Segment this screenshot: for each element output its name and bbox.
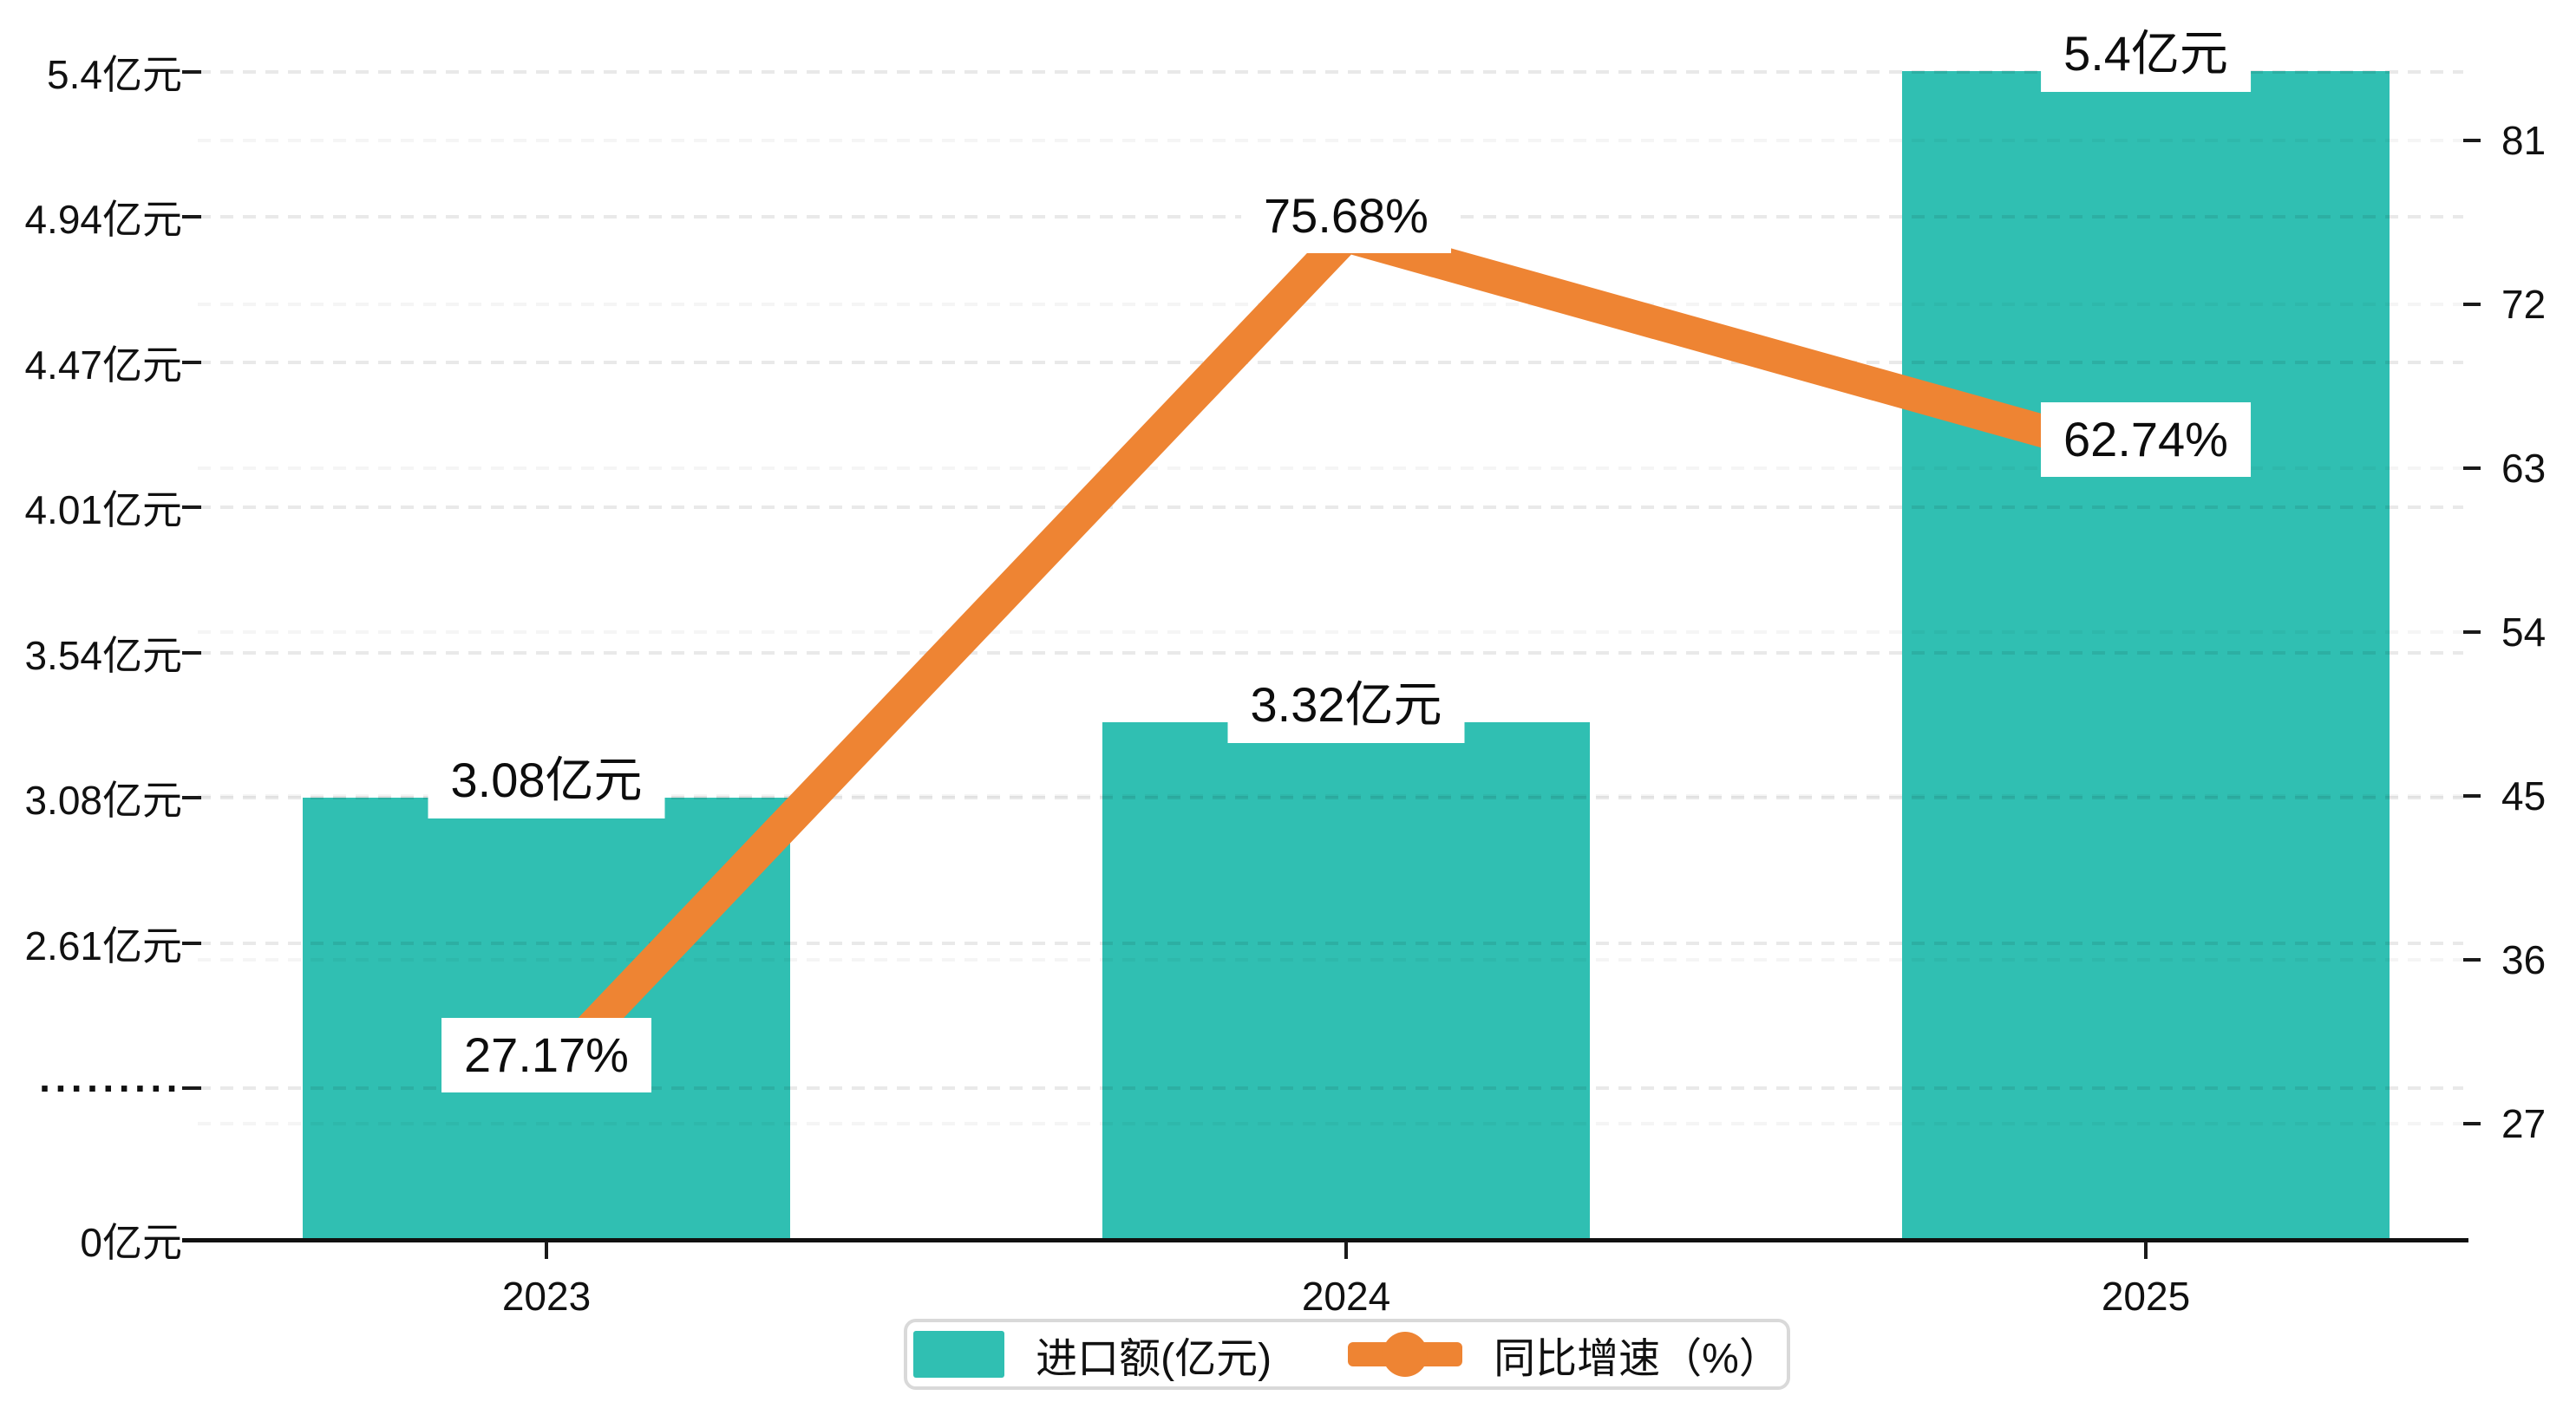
left-axis-tick-0 — [182, 70, 201, 74]
gridline-right-1 — [198, 303, 2463, 306]
left-axis-tick-5 — [182, 796, 201, 800]
right-axis-label-6: 27 — [2501, 1101, 2547, 1146]
gridline-left-6 — [198, 941, 2463, 945]
right-axis-label-2: 63 — [2501, 446, 2547, 491]
growth-value-label-2025: 62.74% — [2041, 402, 2251, 478]
left-axis-label-0: 5.4亿元 — [47, 52, 182, 97]
bar-2024[interactable] — [1102, 722, 1590, 1240]
right-axis-label-5: 36 — [2501, 937, 2547, 982]
bar-value-label-2023: 3.08亿元 — [428, 742, 665, 818]
left-axis-tick-2 — [182, 360, 201, 364]
right-axis-label-0: 81 — [2501, 118, 2547, 163]
bar-2025[interactable] — [1902, 71, 2390, 1240]
left-axis-label-4: 3.54亿元 — [24, 632, 182, 678]
left-axis-tick-7 — [182, 1086, 201, 1091]
right-axis-tick-4 — [2463, 794, 2481, 798]
gridline-right-2 — [198, 466, 2463, 470]
left-axis-label-8: 0亿元 — [80, 1220, 182, 1265]
line-series-label: 同比增速（%） — [1494, 1336, 1781, 1382]
x-axis-tick-2024 — [1344, 1242, 1348, 1259]
x-axis-label-2024[interactable]: 2024 — [1301, 1274, 1391, 1319]
right-axis-tick-3 — [2463, 630, 2481, 634]
gridline-right-6 — [198, 1122, 2463, 1125]
gridline-left-3 — [198, 505, 2463, 510]
right-axis-tick-1 — [2463, 303, 2481, 306]
gridline-right-5 — [198, 958, 2463, 962]
right-axis-label-3: 54 — [2501, 610, 2547, 655]
x-axis-tick-2023 — [545, 1242, 548, 1259]
left-axis-label-5: 3.08亿元 — [24, 778, 182, 824]
gridline-left-0 — [198, 70, 2463, 74]
right-axis-label-4: 45 — [2501, 773, 2547, 818]
gridline-left-5 — [198, 796, 2463, 800]
right-axis-tick-0 — [2463, 139, 2481, 142]
right-axis-label-1: 72 — [2501, 282, 2547, 327]
gridline-left-7 — [198, 1086, 2463, 1091]
bar-value-label-2025: 5.4亿元 — [2041, 16, 2251, 93]
gridline-left-4 — [198, 650, 2463, 655]
left-axis-label-6: 2.61亿元 — [24, 923, 182, 968]
x-axis-tick-2025 — [2144, 1242, 2148, 1259]
left-axis-label-3: 4.01亿元 — [24, 487, 182, 533]
x-axis-line — [182, 1238, 2468, 1242]
growth-value-label-2023: 27.17% — [441, 1018, 651, 1092]
bar-value-label-2024: 3.32亿元 — [1227, 667, 1465, 744]
bar-series-label: 进口额(亿元) — [1036, 1336, 1272, 1382]
right-axis-tick-6 — [2463, 1122, 2481, 1125]
left-axis-tick-3 — [182, 505, 201, 510]
legend-item-growth-rate[interactable]: 同比增速（%） — [1348, 1324, 1781, 1385]
right-axis-tick-5 — [2463, 958, 2481, 962]
x-axis-label-2023[interactable]: 2023 — [501, 1274, 592, 1319]
left-axis-tick-6 — [182, 941, 201, 945]
growth-value-label-2024: 75.68% — [1241, 179, 1451, 254]
legend-item-import-value[interactable]: 进口额(亿元) — [913, 1324, 1272, 1385]
gridline-right-4 — [198, 794, 2463, 798]
left-axis-tick-1 — [182, 215, 201, 219]
line-series-marker-icon — [1348, 1330, 1463, 1379]
x-axis-label-2025[interactable]: 2025 — [2101, 1274, 2191, 1319]
left-axis-label-2: 4.47亿元 — [24, 342, 182, 388]
left-axis-label-7: ········· — [39, 1066, 182, 1112]
gridline-left-2 — [198, 360, 2463, 364]
left-axis-label-1: 4.94亿元 — [24, 197, 182, 243]
gridline-right-3 — [198, 630, 2463, 634]
legend: 进口额(亿元) 同比增速（%） — [904, 1319, 1790, 1390]
gridline-right-0 — [198, 139, 2463, 142]
left-axis-tick-4 — [182, 650, 201, 655]
right-axis-tick-2 — [2463, 466, 2481, 470]
bar-series-swatch — [913, 1331, 1005, 1378]
